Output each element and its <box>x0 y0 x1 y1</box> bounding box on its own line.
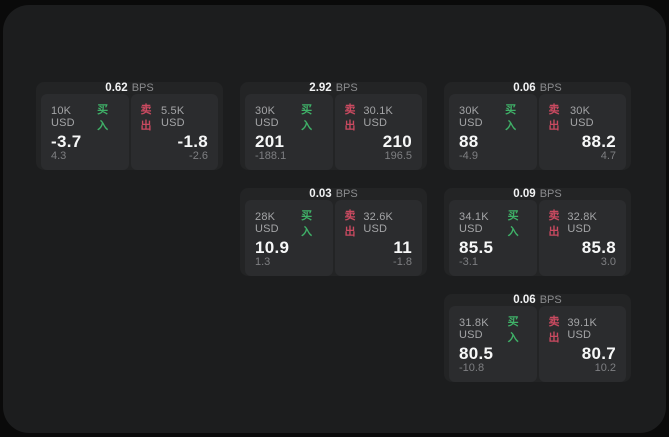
buy-badge: 买入 <box>507 316 519 344</box>
app-panel: 0.62 BPS 10K USD 买入 -3.7 4.3 卖出 5.5K USD <box>3 5 666 433</box>
buy-tile[interactable]: 10K USD 买入 -3.7 4.3 <box>41 94 129 170</box>
buy-amount: 28K USD <box>255 211 279 235</box>
buy-amount: 34.1K USD <box>459 211 489 235</box>
buy-price: 80.5 <box>459 344 494 363</box>
buy-amount: 30K USD <box>255 105 279 129</box>
sell-sub-value: 196.5 <box>384 150 412 162</box>
buy-badge: 买入 <box>507 210 519 238</box>
buy-badge: 买入 <box>301 104 313 132</box>
sell-amount: 39.1K USD <box>567 317 598 341</box>
buy-sub-value: -3.1 <box>459 256 478 268</box>
quote-card: 0.09 BPS 34.1K USD 买入 85.5 -3.1 卖出 32.8K… <box>444 188 631 276</box>
spread-header: 0.62 BPS <box>36 82 223 94</box>
spread-header: 0.06 BPS <box>444 294 631 306</box>
quote-card: 2.92 BPS 30K USD 买入 201 -188.1 卖出 30.1K … <box>240 82 427 170</box>
sell-price: 11 <box>393 238 412 257</box>
quote-body: 31.8K USD 买入 80.5 -10.8 卖出 39.1K USD 80.… <box>444 306 631 387</box>
spread-header: 2.92 BPS <box>240 82 427 94</box>
sell-amount: 30.1K USD <box>363 105 394 129</box>
sell-sub-value: -1.8 <box>393 256 412 268</box>
sell-sub-value: -2.6 <box>189 150 208 162</box>
buy-sub-value: 4.3 <box>51 150 67 162</box>
buy-tile[interactable]: 31.8K USD 买入 80.5 -10.8 <box>449 306 537 382</box>
sell-price: 88.2 <box>581 132 616 151</box>
quote-card: 0.03 BPS 28K USD 买入 10.9 1.3 卖出 32.6K US… <box>240 188 427 276</box>
sell-sub-value: 10.2 <box>594 362 616 374</box>
sell-badge: 卖出 <box>548 316 560 344</box>
buy-sub-value: -188.1 <box>255 150 287 162</box>
sell-sub-value: 4.7 <box>600 150 616 162</box>
sell-tile[interactable]: 卖出 5.5K USD -1.8 -2.6 <box>130 94 218 170</box>
sell-badge: 卖出 <box>344 104 356 132</box>
bps-unit-label: BPS <box>131 82 154 94</box>
buy-price: 85.5 <box>459 238 494 257</box>
buy-amount: 30K USD <box>459 105 483 129</box>
spread-value: 0.06 <box>513 294 536 306</box>
bps-unit-label: BPS <box>539 294 562 306</box>
buy-price: 201 <box>255 132 285 151</box>
spread-header: 0.06 BPS <box>444 82 631 94</box>
sell-amount: 5.5K USD <box>160 105 185 129</box>
buy-tile[interactable]: 30K USD 买入 88 -4.9 <box>449 94 537 170</box>
buy-badge: 买入 <box>301 210 313 238</box>
quote-card: 0.06 BPS 31.8K USD 买入 80.5 -10.8 卖出 39.1… <box>444 294 631 382</box>
spread-value: 0.09 <box>513 188 536 200</box>
buy-sub-value: -4.9 <box>459 150 478 162</box>
buy-tile[interactable]: 30K USD 买入 201 -188.1 <box>245 94 333 170</box>
quote-body: 30K USD 买入 88 -4.9 卖出 30K USD 88.2 4.7 <box>444 94 631 175</box>
buy-badge: 买入 <box>505 104 517 132</box>
sell-amount: 32.6K USD <box>363 211 394 235</box>
buy-price: 88 <box>459 132 479 151</box>
sell-price: 85.8 <box>581 238 616 257</box>
bps-unit-label: BPS <box>335 188 358 200</box>
sell-amount: 32.8K USD <box>567 211 598 235</box>
sell-badge: 卖出 <box>548 104 560 132</box>
buy-amount: 31.8K USD <box>459 317 489 341</box>
quote-grid: 0.62 BPS 10K USD 买入 -3.7 4.3 卖出 5.5K USD <box>36 82 631 382</box>
spread-value: 0.03 <box>309 188 332 200</box>
sell-sub-value: 3.0 <box>600 256 616 268</box>
spread-header: 0.03 BPS <box>240 188 427 200</box>
buy-tile[interactable]: 34.1K USD 买入 85.5 -3.1 <box>449 200 537 276</box>
quote-body: 34.1K USD 买入 85.5 -3.1 卖出 32.8K USD 85.8… <box>444 200 631 281</box>
bps-unit-label: BPS <box>539 188 562 200</box>
buy-badge: 买入 <box>97 104 109 132</box>
sell-tile[interactable]: 卖出 32.8K USD 85.8 3.0 <box>538 200 626 276</box>
sell-tile[interactable]: 卖出 39.1K USD 80.7 10.2 <box>538 306 626 382</box>
quote-body: 10K USD 买入 -3.7 4.3 卖出 5.5K USD -1.8 -2.… <box>36 94 223 175</box>
sell-badge: 卖出 <box>140 104 152 132</box>
sell-badge: 卖出 <box>344 210 356 238</box>
spread-header: 0.09 BPS <box>444 188 631 200</box>
sell-badge: 卖出 <box>548 210 560 238</box>
buy-price: 10.9 <box>255 238 290 257</box>
sell-price: 80.7 <box>581 344 616 363</box>
quote-body: 28K USD 买入 10.9 1.3 卖出 32.6K USD 11 -1.8 <box>240 200 427 281</box>
buy-sub-value: -10.8 <box>459 362 485 374</box>
sell-amount: 30K USD <box>569 105 594 129</box>
sell-price: 210 <box>382 132 412 151</box>
buy-amount: 10K USD <box>51 105 75 129</box>
spread-value: 0.62 <box>105 82 128 94</box>
bps-unit-label: BPS <box>335 82 358 94</box>
spread-value: 0.06 <box>513 82 536 94</box>
sell-tile[interactable]: 卖出 32.6K USD 11 -1.8 <box>334 200 422 276</box>
buy-tile[interactable]: 28K USD 买入 10.9 1.3 <box>245 200 333 276</box>
buy-sub-value: 1.3 <box>255 256 271 268</box>
bps-unit-label: BPS <box>539 82 562 94</box>
buy-price: -3.7 <box>51 132 82 151</box>
sell-price: -1.8 <box>177 132 208 151</box>
quote-body: 30K USD 买入 201 -188.1 卖出 30.1K USD 210 1… <box>240 94 427 175</box>
quote-card: 0.62 BPS 10K USD 买入 -3.7 4.3 卖出 5.5K USD <box>36 82 223 170</box>
spread-value: 2.92 <box>309 82 332 94</box>
quote-card: 0.06 BPS 30K USD 买入 88 -4.9 卖出 30K USD <box>444 82 631 170</box>
sell-tile[interactable]: 卖出 30K USD 88.2 4.7 <box>538 94 626 170</box>
sell-tile[interactable]: 卖出 30.1K USD 210 196.5 <box>334 94 422 170</box>
